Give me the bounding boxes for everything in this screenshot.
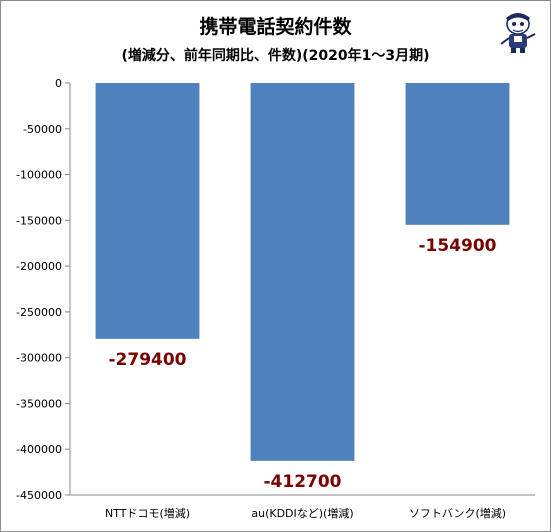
chart-title: 携帯電話契約件数 [199, 16, 352, 38]
category-label: au(KDDIなど)(増減) [251, 506, 353, 520]
data-label: -154900 [418, 236, 496, 256]
bar [250, 83, 355, 461]
y-tick-label: -400000 [16, 443, 62, 456]
y-tick-label: -300000 [16, 352, 62, 365]
chart-subtitle: (増減分、前年同期比、件数)(2020年1～3月期) [121, 48, 430, 64]
y-tick-label: -100000 [16, 169, 62, 182]
y-tick-label: -450000 [16, 489, 62, 502]
y-tick-label: -200000 [16, 260, 62, 273]
y-tick-label: -250000 [16, 306, 62, 319]
y-tick-label: -150000 [16, 214, 62, 227]
category-label: ソフトバンク(増減) [409, 506, 506, 520]
bar [405, 83, 510, 225]
mascot-character-icon [500, 13, 536, 53]
y-tick-label: -50000 [23, 123, 62, 136]
data-label: -412700 [263, 472, 341, 492]
y-tick-label: 0 [55, 77, 62, 90]
category-label: NTTドコモ(増減) [105, 506, 190, 520]
bar [95, 83, 200, 339]
data-label: -279400 [108, 350, 186, 370]
y-tick-label: -350000 [16, 397, 62, 410]
